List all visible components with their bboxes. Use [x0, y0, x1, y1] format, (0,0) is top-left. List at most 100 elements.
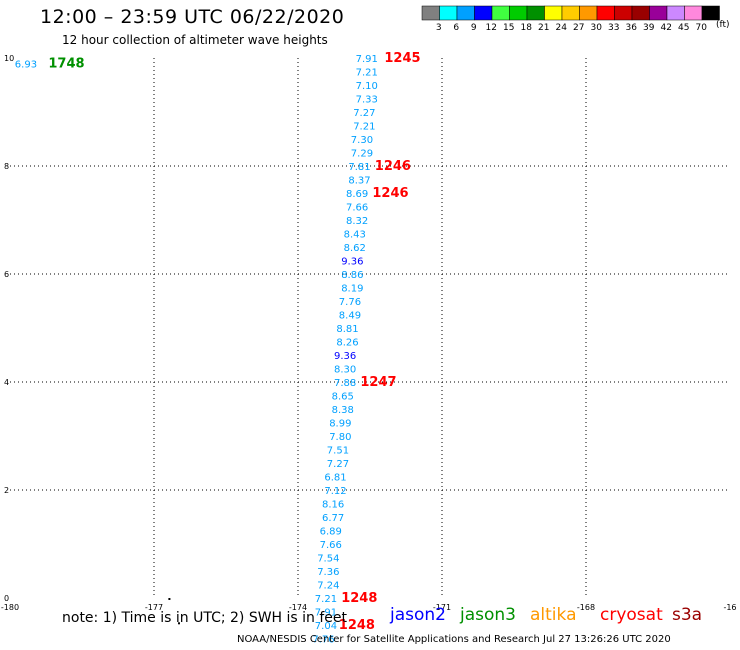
- colorbar-swatch: [631, 5, 650, 21]
- x-tick-label: -180: [1, 603, 19, 612]
- wave-height-label: 7.30: [351, 135, 373, 146]
- colorbar-swatch: [614, 5, 633, 21]
- pass-time-label: 1246: [372, 186, 408, 201]
- colorbar-swatch: [701, 5, 720, 21]
- pass-time-label: 1246: [375, 159, 411, 174]
- wave-height-label: 9.36: [334, 351, 356, 362]
- colorbar-label: 30: [591, 23, 603, 33]
- colorbar: 3 6 9 12 15 18 21 24 27 30 33 36 39 42 45 70: [421, 5, 720, 33]
- pass-time-label: 1748: [48, 56, 84, 71]
- x-tick-label: -171: [433, 603, 451, 612]
- colorbar-swatch: [666, 5, 685, 21]
- colorbar-label: 3: [436, 23, 442, 33]
- pass-time-label: 1247: [360, 375, 396, 390]
- colorbar-swatch: [491, 5, 510, 21]
- wave-height-label: 8.26: [336, 338, 358, 349]
- wave-height-label: 7.33: [356, 95, 378, 106]
- wave-height-label: 8.86: [341, 270, 363, 281]
- wave-height-label: 7.12: [324, 486, 346, 497]
- track-point: [178, 622, 180, 625]
- wave-height-label: 7.27: [353, 108, 375, 119]
- chart-title: 12:00 – 23:59 UTC 06/22/2020: [40, 6, 345, 28]
- colorbar-units: (ft): [716, 20, 730, 30]
- wave-height-label: 6.77: [322, 513, 344, 524]
- wave-height-label: 8.62: [344, 243, 366, 254]
- wave-height-label: 8.99: [329, 419, 351, 430]
- colorbar-swatch: [561, 5, 580, 21]
- wave-height-label: 8.38: [332, 405, 354, 416]
- pass-time-label: 1245: [384, 51, 420, 66]
- wave-height-label: 8.32: [346, 216, 368, 227]
- wave-height-label: 7.91: [356, 54, 378, 65]
- wave-height-label: 9.36: [341, 257, 363, 268]
- colorbar-label: 27: [573, 23, 584, 33]
- wave-height-label: 7.51: [327, 446, 349, 457]
- pass-time-label: 1248: [339, 618, 375, 633]
- wave-height-label: 7.76: [339, 297, 361, 308]
- chart-grid: [10, 58, 730, 598]
- wave-height-label: 7.66: [320, 540, 342, 551]
- wave-height-label: 7.21: [353, 122, 375, 133]
- wave-height-label: 7.21: [315, 594, 337, 605]
- wave-height-label: 8.37: [348, 176, 370, 187]
- y-tick-label: 2: [4, 486, 9, 495]
- colorbar-swatch: [456, 5, 475, 21]
- colorbar-label: 39: [643, 23, 655, 33]
- wave-height-label: 7.10: [356, 81, 378, 92]
- legend-jason3: jason3: [460, 605, 516, 625]
- colorbar-swatch: [544, 5, 563, 21]
- colorbar-label: 33: [608, 23, 619, 33]
- y-tick-label: 6: [4, 270, 9, 279]
- colorbar-swatch: [439, 5, 458, 21]
- wave-height-label: 8.65: [332, 392, 354, 403]
- colorbar-label: 18: [521, 23, 533, 33]
- legend-altika: altika: [530, 605, 577, 625]
- legend-jason2: jason2: [390, 605, 446, 625]
- colorbar-swatch: [421, 5, 440, 21]
- chart-subtitle: 12 hour collection of altimeter wave hei…: [62, 33, 328, 47]
- wave-height-label: 7.36: [317, 567, 339, 578]
- colorbar-swatch: [526, 5, 545, 21]
- wave-height-label: 6.89: [320, 527, 342, 538]
- y-tick-label: 10: [4, 54, 14, 63]
- wave-height-label: 8.19: [341, 284, 363, 295]
- colorbar-swatch: [509, 5, 528, 21]
- colorbar-swatch: [684, 5, 703, 21]
- x-tick-label: -174: [289, 603, 307, 612]
- chart-marks: 6.93 7.91 7.21 7.10 7.33 7.27 7.21 7.30 7.29 7.81…: [15, 51, 421, 646]
- colorbar-label: 42: [661, 23, 672, 33]
- wave-height-label: 8.81: [336, 324, 358, 335]
- colorbar-label: 6: [453, 23, 459, 33]
- colorbar-label: 45: [678, 23, 689, 33]
- footer-credit: NOAA/NESDIS Center for Satellite Applica…: [237, 634, 671, 645]
- wave-height-label: 8.69: [346, 189, 368, 200]
- wave-height-label: 7.54: [317, 554, 339, 565]
- wave-height-label: 7.29: [351, 149, 373, 160]
- legend-cryosat: cryosat: [600, 605, 663, 625]
- wave-height-label: 6.93: [15, 59, 37, 70]
- wave-height-label: 7.81: [348, 162, 370, 173]
- colorbar-swatch: [474, 5, 493, 21]
- legend-s3a: s3a: [672, 605, 703, 625]
- colorbar-swatch: [649, 5, 668, 21]
- wave-height-label: 7.24: [317, 581, 339, 592]
- wave-height-label: 8.30: [334, 365, 356, 376]
- colorbar-label: 24: [556, 23, 568, 33]
- x-tick-label: -16: [723, 603, 736, 612]
- wave-height-label: 6.81: [324, 473, 346, 484]
- wave-height-label: 7.80: [329, 432, 351, 443]
- colorbar-swatch: [596, 5, 615, 21]
- colorbar-label: 12: [486, 23, 497, 33]
- wave-height-label: 7.76: [312, 635, 334, 646]
- wave-height-label: 7.88: [334, 378, 356, 389]
- wave-height-label: 7.91: [315, 608, 337, 619]
- y-tick-label: 4: [4, 378, 9, 387]
- x-tick-label: -168: [577, 603, 595, 612]
- y-tick-label: 8: [4, 162, 9, 171]
- wave-height-label: 7.66: [346, 203, 368, 214]
- colorbar-label: 15: [503, 23, 514, 33]
- colorbar-swatch: [579, 5, 598, 21]
- wave-height-label: 8.16: [322, 500, 344, 511]
- pass-time-label: 1248: [341, 591, 377, 606]
